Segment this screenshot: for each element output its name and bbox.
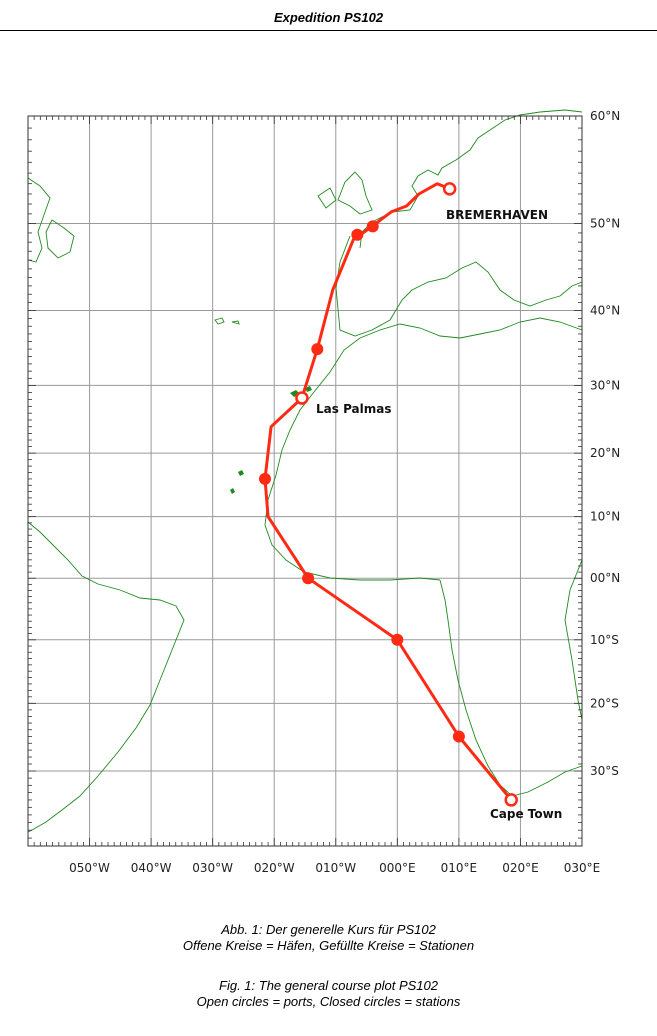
lat-tick-label: 50°N <box>590 216 620 230</box>
ports-layer <box>295 182 518 807</box>
lon-tick-label: 010°W <box>315 861 356 875</box>
station-marker <box>311 343 324 356</box>
page-header: Expedition PS102 <box>0 8 657 31</box>
station-marker <box>258 472 271 485</box>
lat-tick-label: 20°S <box>590 696 619 710</box>
lat-tick-label: 40°N <box>590 303 620 317</box>
lat-tick-label: 10°S <box>590 633 619 647</box>
station-marker <box>391 633 404 646</box>
lon-tick-label: 040°W <box>131 861 172 875</box>
port-label-bremerhaven: BREMERHAVEN <box>446 208 548 222</box>
port-label-cape-town: Cape Town <box>490 807 562 821</box>
stations-layer <box>258 220 465 743</box>
lon-tick-label: 020°E <box>502 861 539 875</box>
station-marker <box>302 572 315 585</box>
caption-english-line2: Open circles = ports, Closed circles = s… <box>196 994 461 1009</box>
longitude-labels: 050°W 040°W 030°W 020°W 010°W 000°E 010°E 020°E… <box>69 861 600 875</box>
caption-german: Abb. 1: Der generelle Kurs für PS102 Off… <box>0 922 657 954</box>
track-line <box>263 182 513 802</box>
lon-tick-label: 030°W <box>192 861 233 875</box>
port-marker <box>295 391 309 405</box>
port-label-las-palmas: Las Palmas <box>316 402 392 416</box>
lon-tick-label: 050°W <box>69 861 110 875</box>
lat-tick-label: 20°N <box>590 446 620 460</box>
graticule <box>28 115 583 846</box>
station-marker <box>452 730 465 743</box>
lat-tick-label: 30°N <box>590 378 620 392</box>
lat-tick-label: 30°S <box>590 764 619 778</box>
station-marker <box>366 220 379 233</box>
lat-tick-label: 60°N <box>590 109 620 123</box>
caption-german-line2: Offene Kreise = Häfen, Gefüllte Kreise =… <box>182 938 475 953</box>
port-marker <box>504 793 518 807</box>
lon-tick-label: 030°E <box>564 861 601 875</box>
page-title: Expedition PS102 <box>273 10 384 25</box>
latitude-labels: 60°N 50°N 40°N 30°N 20°N 10°N 00°N 10°S 20°S 30°S <box>590 109 620 778</box>
port-marker <box>442 182 457 196</box>
lon-tick-label: 020°W <box>254 861 295 875</box>
lat-tick-label: 00°N <box>590 571 620 585</box>
port-labels: BREMERHAVEN Las Palmas Cape Town <box>316 208 562 821</box>
course-track <box>263 182 513 802</box>
station-marker <box>351 228 364 241</box>
map-frame <box>27 115 583 847</box>
frame-ticks <box>27 115 583 847</box>
lon-tick-label: 010°E <box>441 861 478 875</box>
lat-tick-label: 10°N <box>590 510 620 524</box>
caption-english-line1: Fig. 1: The general course plot PS102 <box>219 978 438 993</box>
lon-tick-label: 000°E <box>379 861 416 875</box>
caption-german-line1: Abb. 1: Der generelle Kurs für PS102 <box>221 922 436 937</box>
caption-english: Fig. 1: The general course plot PS102 Op… <box>0 978 657 1010</box>
